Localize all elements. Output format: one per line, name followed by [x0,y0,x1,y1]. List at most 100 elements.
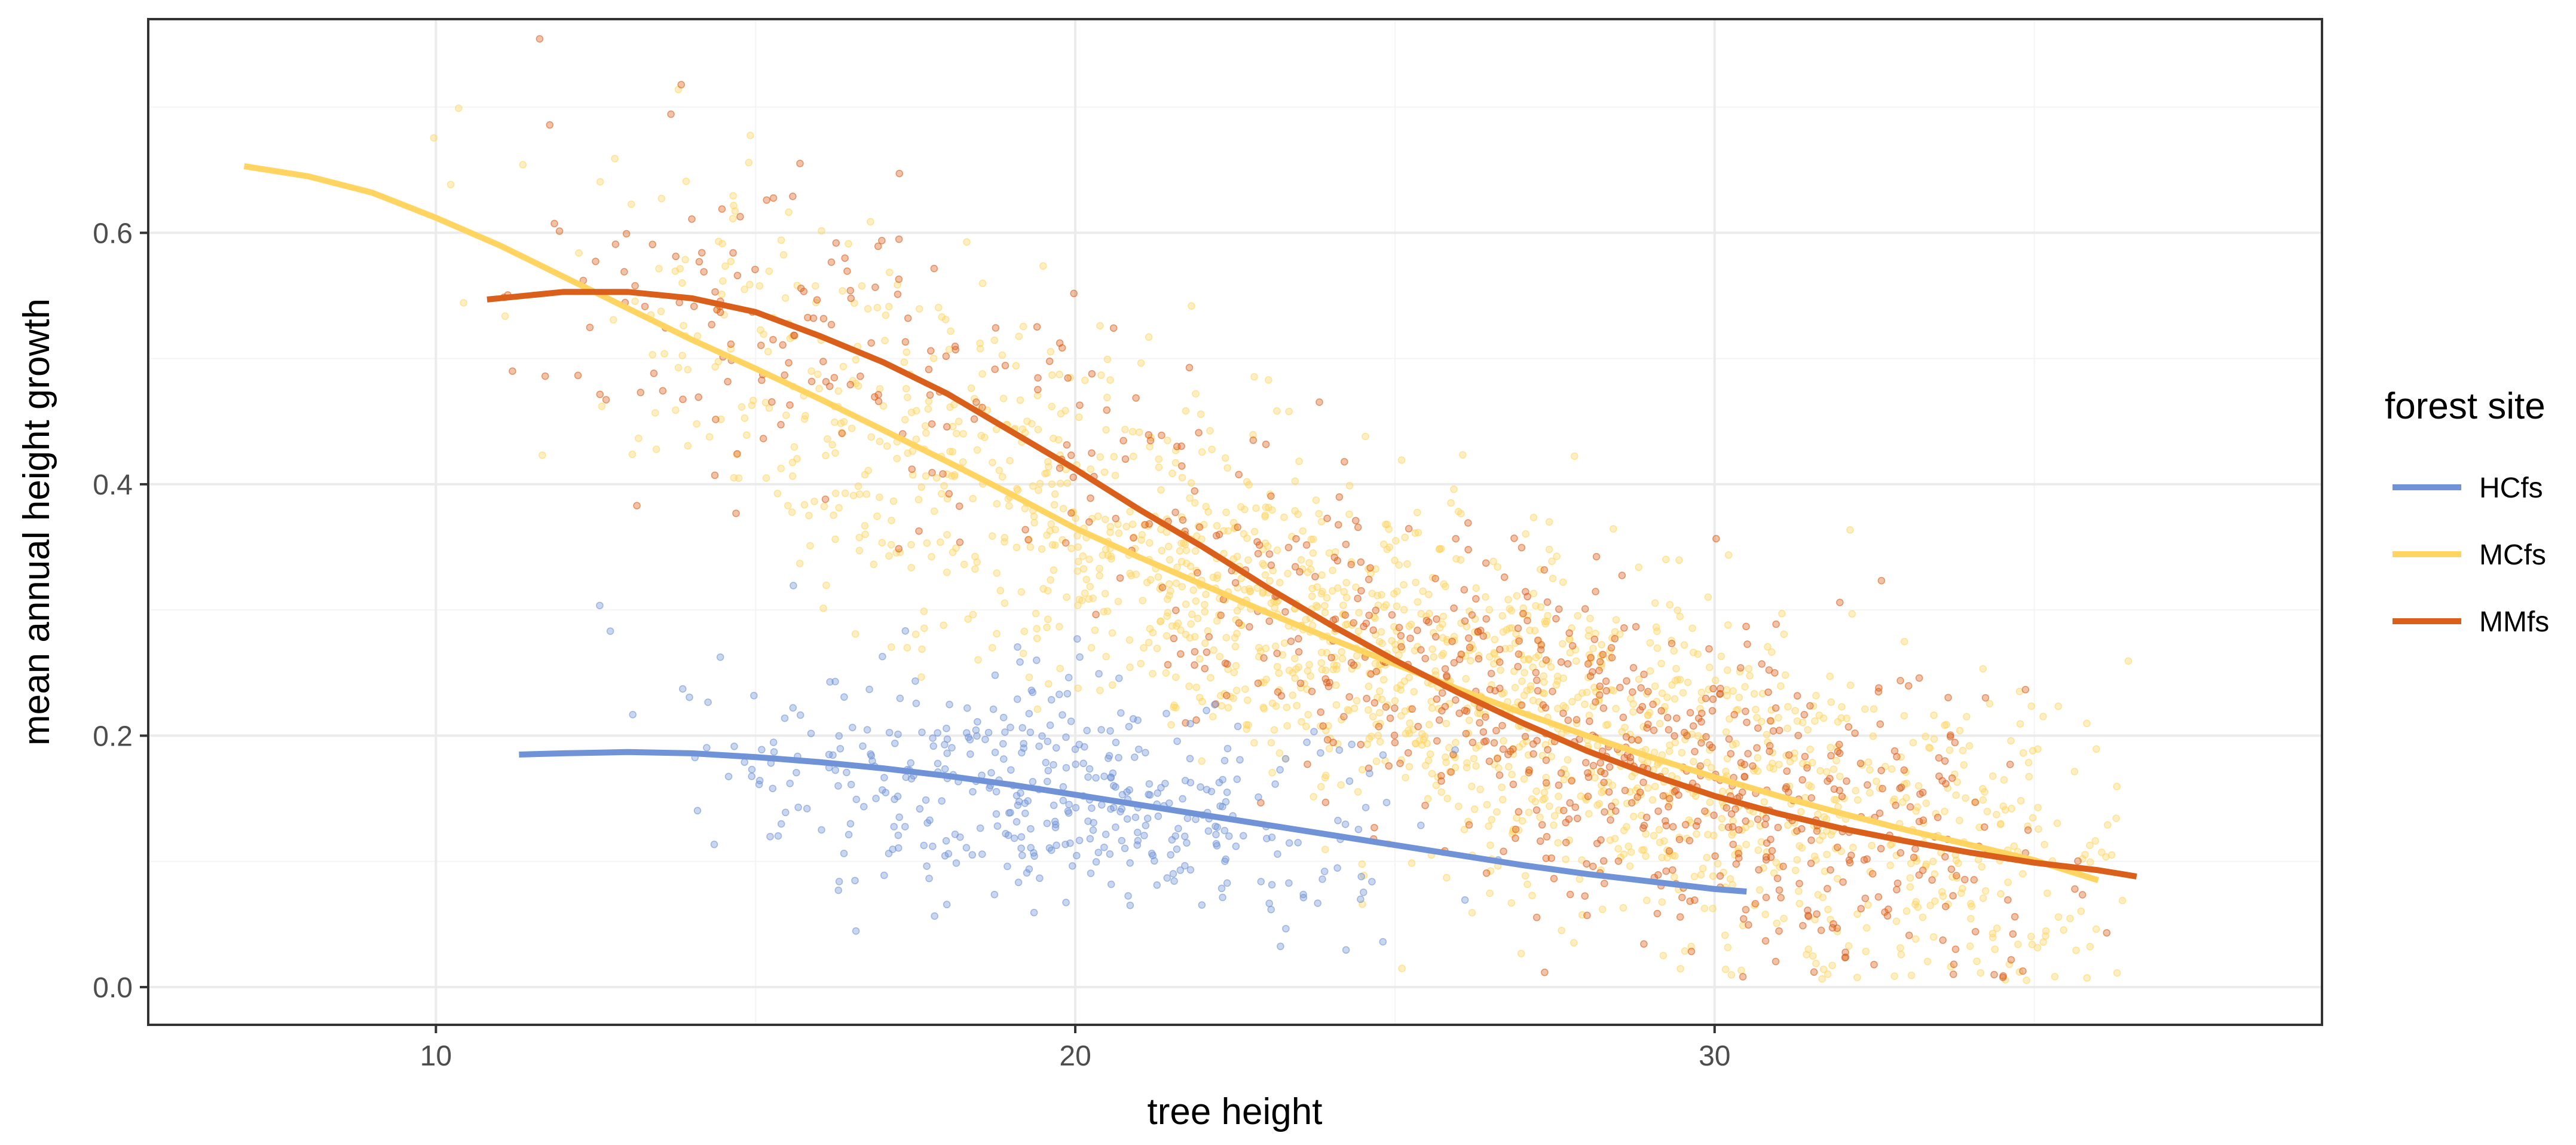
point-mcfs [1244,721,1252,729]
point-hcfs [1106,850,1114,858]
point-hcfs [1216,802,1224,810]
point-hcfs [1002,830,1009,838]
point-mmfs [1813,910,1821,918]
point-mmfs [874,390,882,399]
point-mcfs [657,194,666,203]
point-mmfs [2079,891,2087,899]
point-mcfs [1862,947,1870,955]
point-mcfs [1204,508,1212,516]
point-mcfs [1680,641,1688,649]
point-mcfs [935,304,943,312]
point-mmfs [1671,787,1679,796]
point-mmfs [1801,753,1809,761]
point-mmfs [1260,654,1268,662]
point-mcfs [1919,913,1927,921]
point-mmfs [1665,847,1674,855]
point-mcfs [1582,796,1590,804]
point-mmfs [1732,860,1740,868]
point-mmfs [1194,569,1201,577]
point-mcfs [1021,429,1029,436]
point-mmfs [1596,658,1604,666]
point-hcfs [794,804,802,811]
point-mcfs [1758,717,1766,725]
point-mmfs [1450,659,1458,667]
point-mcfs [1126,663,1134,671]
point-mcfs [1308,592,1316,600]
point-mmfs [1639,778,1647,786]
point-mcfs [1676,964,1684,973]
point-mcfs [1317,659,1326,667]
point-mcfs [1345,510,1353,518]
point-mcfs [1145,333,1153,341]
point-mmfs [1172,606,1180,615]
point-mcfs [1321,774,1329,782]
point-mmfs [841,254,849,262]
point-mcfs [845,240,852,248]
point-hcfs [1217,884,1226,893]
point-mcfs [946,447,954,456]
point-mcfs [1711,676,1720,685]
point-mmfs [596,390,604,398]
point-mcfs [892,549,900,557]
point-hcfs [984,728,993,737]
point-mmfs [1621,786,1629,795]
point-mcfs [932,474,941,482]
point-mcfs [1376,687,1384,695]
point-mcfs [1824,905,1832,914]
point-hcfs [1212,830,1220,838]
point-mmfs [1296,679,1305,687]
point-mcfs [1125,636,1134,644]
point-mmfs [1543,598,1552,606]
point-mcfs [1262,503,1269,511]
point-mcfs [1930,735,1938,743]
point-hcfs [902,773,910,781]
point-mcfs [1944,784,1951,792]
point-hcfs [1033,657,1041,664]
point-mcfs [1157,617,1165,625]
point-mmfs [1388,611,1396,619]
point-mcfs [1486,841,1494,849]
point-mcfs [1044,615,1052,624]
point-mcfs [1047,520,1055,528]
point-mmfs [1696,762,1705,770]
point-mcfs [1616,630,1624,638]
point-hcfs [831,766,839,774]
point-mcfs [777,465,785,472]
point-mcfs [1574,694,1582,701]
point-mmfs [1601,808,1608,816]
point-mcfs [954,417,963,426]
point-mcfs [1494,563,1501,571]
point-mcfs [1443,795,1451,802]
point-mmfs [736,213,744,221]
point-hcfs [1021,799,1029,807]
point-mcfs [973,446,981,454]
point-mcfs [1742,841,1750,848]
point-hcfs [849,723,856,731]
point-mcfs [904,393,911,401]
point-mcfs [1045,680,1053,688]
point-mmfs [871,393,879,401]
point-hcfs [922,796,930,804]
point-mcfs [1767,706,1776,714]
point-mmfs [970,415,978,423]
point-mcfs [1261,512,1269,521]
point-hcfs [1310,728,1318,735]
point-mmfs [1876,809,1884,817]
point-mmfs [1697,739,1705,747]
point-mmfs [1201,664,1209,673]
point-mcfs [1443,874,1451,882]
point-mcfs [430,134,438,142]
point-mcfs [1419,587,1427,596]
point-mcfs [2083,719,2091,728]
point-mcfs [1572,657,1580,665]
point-mcfs [1450,486,1458,493]
point-hcfs [1112,738,1120,747]
point-hcfs [1145,780,1154,788]
point-mcfs [1819,893,1827,902]
point-hcfs [769,738,778,746]
point-mcfs [1778,610,1786,618]
point-mcfs [1149,670,1157,677]
point-mmfs [1724,823,1733,831]
point-hcfs [606,627,614,635]
point-hcfs [1053,841,1060,850]
